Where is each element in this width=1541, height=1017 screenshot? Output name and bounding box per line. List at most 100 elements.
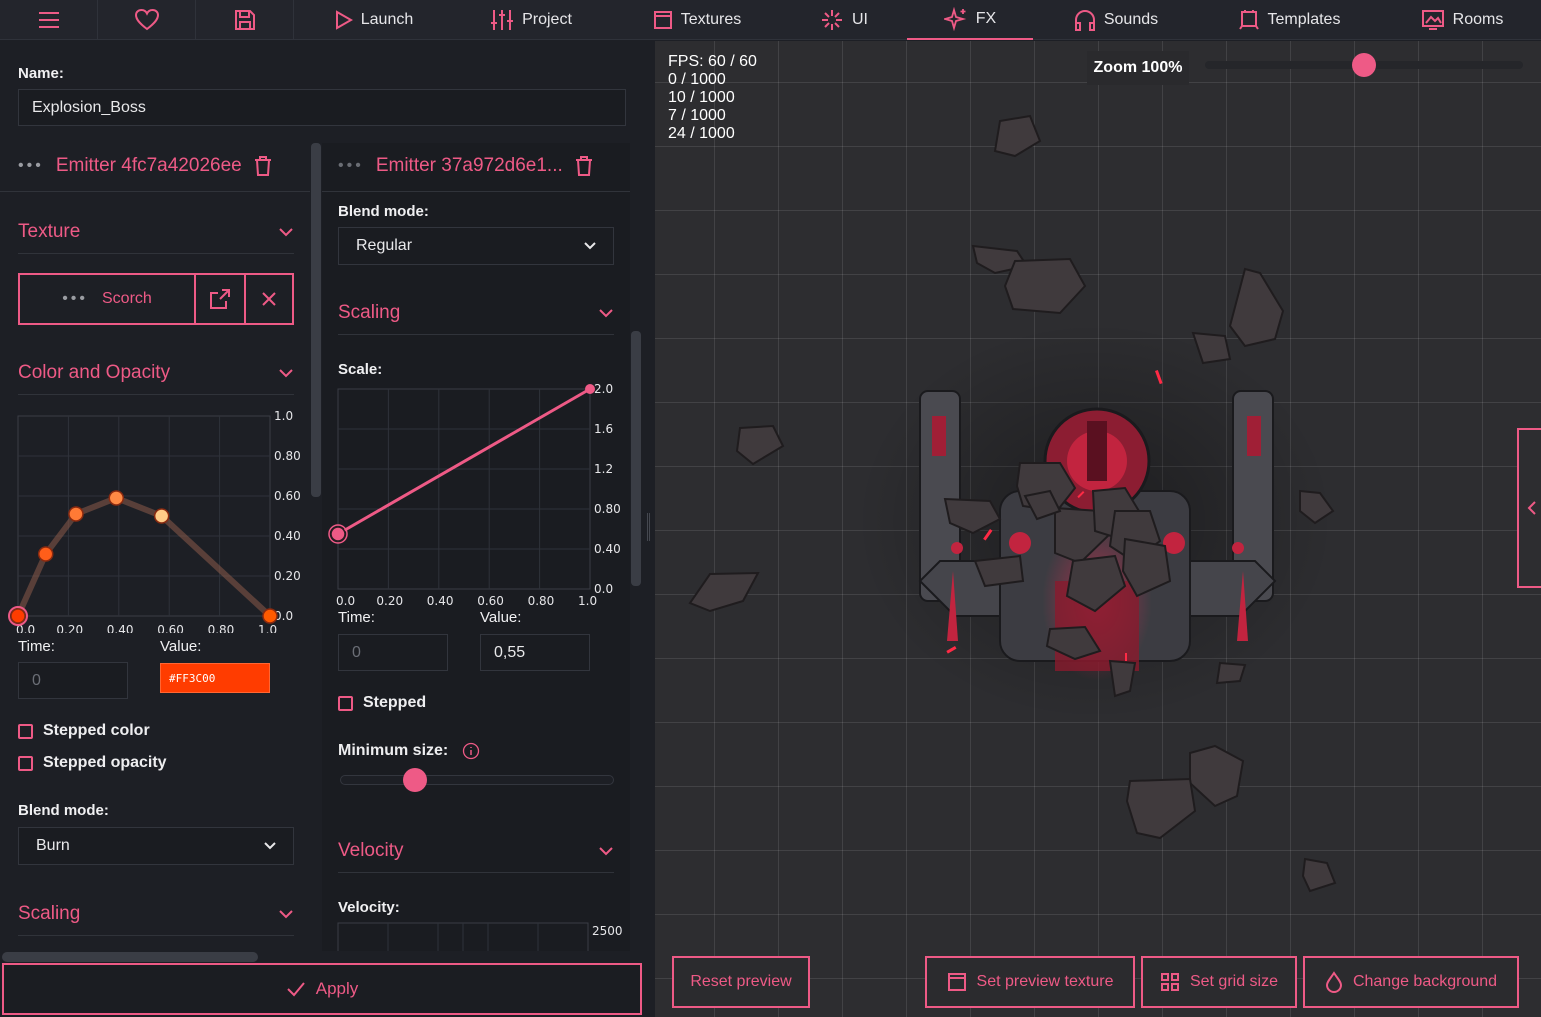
blend-mode-value: Regular <box>356 237 413 254</box>
minimum-size-label-row: Minimum size: <box>338 742 480 760</box>
name-input[interactable]: Explosion_Boss <box>18 89 626 126</box>
apply-button[interactable]: Apply <box>2 963 642 1015</box>
heart-icon[interactable] <box>98 0 196 40</box>
blend-mode-select[interactable]: Burn <box>18 827 294 865</box>
curve-point[interactable] <box>585 384 595 394</box>
chevron-down-icon <box>599 309 613 318</box>
stepped-opacity-checkbox[interactable]: Stepped opacity <box>18 754 167 772</box>
velocity-top-tick: 2500 <box>592 924 623 938</box>
tab-label: FX <box>975 10 997 27</box>
velocity-section-header[interactable]: Velocity <box>338 840 614 873</box>
y-tick-label: 2.0 <box>594 382 613 396</box>
value-label: Value: <box>160 638 202 655</box>
drag-handle-icon[interactable]: ••• <box>18 157 44 174</box>
clear-texture-button[interactable] <box>246 275 292 323</box>
tab-ui[interactable]: UI <box>806 0 882 40</box>
texture-section-header[interactable]: Texture <box>18 221 294 254</box>
open-texture-button[interactable] <box>196 275 246 323</box>
selected-point-ring <box>8 606 28 626</box>
checkbox-box[interactable] <box>338 695 353 711</box>
value-label: Value: <box>480 609 522 626</box>
scale-curve[interactable]: 0.0 0.20 0.40 0.60 0.80 1.0 2.0 1.6 1.2 0.80 0.40 0… <box>328 379 628 609</box>
color-opacity-section-header[interactable]: Color and Opacity <box>18 362 294 395</box>
x-tick-label: 0.80 <box>528 594 555 608</box>
curve-point[interactable] <box>37 546 54 562</box>
time-label: Time: <box>338 609 375 626</box>
tab-rooms[interactable]: Rooms <box>1405 0 1519 40</box>
color-value-swatch[interactable]: #FF3C00 <box>160 663 270 693</box>
drag-handle-icon[interactable]: ••• <box>338 157 364 174</box>
time-input[interactable]: 0 <box>18 662 128 699</box>
info-icon[interactable] <box>462 742 480 760</box>
change-background-button[interactable]: Change background <box>1303 956 1519 1008</box>
texture-select-button[interactable]: ••• Scorch <box>20 275 196 323</box>
fx-preview-viewport[interactable]: FPS: 60 / 60 0 / 1000 10 / 1000 7 / 1000… <box>655 41 1541 1017</box>
tab-label: Project <box>522 11 572 28</box>
top-bar: Launch Project Textures UI FX Sounds Tem… <box>0 0 1541 40</box>
plot-frame <box>17 415 271 617</box>
set-grid-size-button[interactable]: Set grid size <box>1141 956 1297 1008</box>
scaling-section-header[interactable]: Scaling <box>338 302 614 335</box>
scaling-section-header[interactable]: Scaling <box>18 903 294 936</box>
button-label: Set grid size <box>1189 973 1279 990</box>
curve-point[interactable] <box>153 508 170 524</box>
chevron-down-icon <box>264 842 276 850</box>
y-tick-label: 1.2 <box>594 462 613 476</box>
tab-templates[interactable]: Templates <box>1222 0 1356 40</box>
curve-point[interactable] <box>108 490 125 506</box>
y-tick-label: 0.0 <box>594 582 613 596</box>
debris-particles <box>688 114 1337 893</box>
droplet-icon <box>1325 971 1342 993</box>
emitter-2-scrollbar[interactable] <box>631 331 641 586</box>
resize-handle[interactable] <box>647 513 650 541</box>
tab-fx[interactable]: FX <box>907 0 1033 40</box>
slider-knob[interactable] <box>1352 53 1376 77</box>
slider-knob[interactable] <box>402 768 427 792</box>
y-tick-label: 0.80 <box>274 449 301 463</box>
section-title: Scaling <box>338 302 401 323</box>
color-opacity-curve[interactable]: 0.0 0.20 0.40 0.60 0.80 1.0 1.0 0.80 0.60 0.40 0.2… <box>8 407 308 633</box>
reset-preview-button[interactable]: Reset preview <box>672 956 810 1008</box>
minimum-size-slider[interactable] <box>340 768 614 792</box>
y-tick-label: 0.80 <box>594 502 621 516</box>
stepped-checkbox[interactable]: Stepped <box>338 694 426 712</box>
curve-point[interactable] <box>10 608 26 624</box>
selected-point-ring <box>328 524 348 544</box>
chevron-down-icon <box>279 369 293 378</box>
blend-mode-label: Blend mode: <box>338 203 429 220</box>
menu-icon[interactable] <box>0 0 98 40</box>
tab-launch[interactable]: Launch <box>320 0 428 40</box>
stepped-color-checkbox[interactable]: Stepped color <box>18 722 150 740</box>
curve-point[interactable] <box>262 608 278 624</box>
emitter-1-scrollbar[interactable] <box>311 143 321 497</box>
button-label: Reset preview <box>690 973 792 990</box>
horizontal-scrollbar[interactable] <box>2 952 258 962</box>
zoom-label: Zoom 100% <box>1087 51 1189 85</box>
x-tick-label: 0.40 <box>427 594 454 608</box>
zoom-slider[interactable] <box>1205 53 1523 77</box>
set-preview-texture-button[interactable]: Set preview texture <box>925 956 1135 1008</box>
blend-mode-select[interactable]: Regular <box>338 227 614 265</box>
value-input[interactable]: 0,55 <box>480 634 590 671</box>
particle-count: 10 / 1000 <box>668 89 735 106</box>
divider <box>0 191 310 192</box>
curve-point[interactable] <box>68 506 84 522</box>
tab-textures[interactable]: Textures <box>638 0 756 40</box>
side-panel-toggle[interactable] <box>1517 428 1541 588</box>
emitter-2-header: ••• Emitter 37a972d6e1... <box>338 155 593 177</box>
tab-sounds[interactable]: Sounds <box>1060 0 1172 40</box>
trash-icon[interactable] <box>254 155 272 177</box>
velocity-curve[interactable]: 2500 <box>336 921 626 951</box>
trash-icon[interactable] <box>575 155 593 177</box>
time-input[interactable]: 0 <box>338 634 448 671</box>
curve-point[interactable] <box>330 526 346 542</box>
y-tick-label: 0.60 <box>274 489 301 503</box>
name-label: Name: <box>18 65 64 82</box>
checkbox-box[interactable] <box>18 723 33 739</box>
curve-segment <box>337 387 591 536</box>
checkbox-box[interactable] <box>18 755 33 771</box>
chevron-left-icon <box>1527 501 1536 515</box>
tab-project[interactable]: Project <box>476 0 586 40</box>
save-icon[interactable] <box>196 0 294 40</box>
button-label: Set preview texture <box>976 973 1114 990</box>
